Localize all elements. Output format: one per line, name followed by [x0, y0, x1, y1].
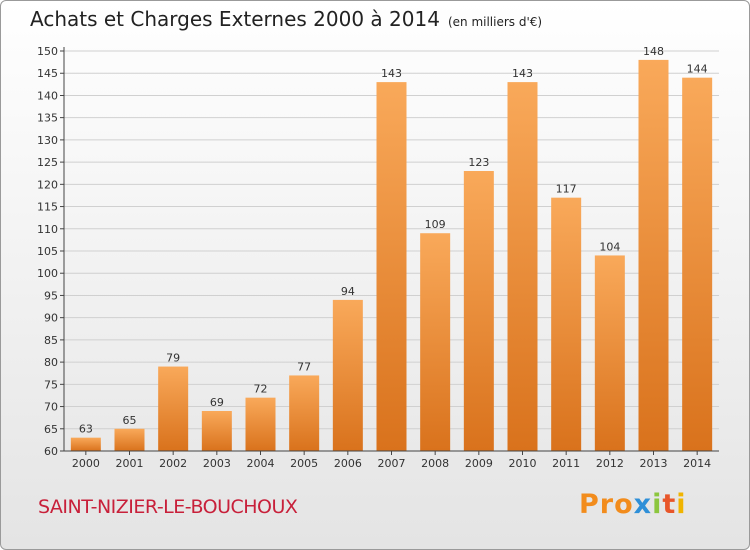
x-tick-label: 2004 — [247, 457, 275, 470]
x-tick-label: 2000 — [72, 457, 100, 470]
x-tick-label: 2003 — [203, 457, 231, 470]
x-tick-label: 2012 — [596, 457, 624, 470]
y-tick-label: 115 — [37, 201, 58, 214]
bar-value-label: 109 — [425, 218, 446, 231]
y-tick-label: 105 — [37, 245, 58, 258]
y-tick-label: 70 — [44, 401, 58, 414]
x-tick-label: 2008 — [421, 457, 449, 470]
bar-value-label: 79 — [166, 352, 180, 365]
y-tick-label: 65 — [44, 423, 58, 436]
bar-value-label: 72 — [254, 383, 268, 396]
bar-2003 — [201, 411, 232, 451]
y-tick-label: 100 — [37, 267, 58, 280]
bar-2008 — [420, 233, 451, 451]
bar-2012 — [594, 255, 625, 451]
y-tick-label: 110 — [37, 223, 58, 236]
bars-layer: 63 65 79 69 72 77 94 143 109 123 143 117 104 148 144 — [70, 45, 713, 452]
bar-2011 — [551, 197, 582, 451]
bar-value-label: 63 — [79, 423, 93, 436]
bar-value-label: 65 — [123, 414, 137, 427]
chart-unit-note: (en milliers d'€) — [447, 15, 543, 29]
axis-layer: 60 65 70 75 80 85 90 95 100 105 110 115 120 125 130 135… — [37, 45, 719, 470]
bar-2007 — [376, 82, 407, 451]
bar-2010 — [507, 82, 538, 451]
bar-2009 — [463, 171, 494, 451]
bar-2006 — [332, 299, 363, 451]
x-tick-label: 2013 — [640, 457, 668, 470]
x-tick-label: 2002 — [159, 457, 187, 470]
bar-2013 — [638, 59, 669, 452]
chart-title: Achats et Charges Externes 2000 à 2014 (e… — [30, 7, 542, 31]
y-tick-label: 130 — [37, 134, 58, 147]
commune-name: SAINT-NIZIER-LE-BOUCHOUX — [38, 496, 298, 518]
x-tick-label: 2009 — [465, 457, 493, 470]
y-tick-label: 135 — [37, 112, 58, 125]
x-tick-label: 2014 — [683, 457, 711, 470]
x-tick-label: 2011 — [552, 457, 580, 470]
proxiti-logo: Proxiti — [579, 489, 687, 520]
bar-value-label: 104 — [599, 240, 620, 253]
bar-value-label: 94 — [341, 285, 355, 298]
y-tick-label: 60 — [44, 445, 58, 458]
y-tick-label: 140 — [37, 89, 58, 102]
chart-title-main: Achats et Charges Externes 2000 à 2014 — [30, 7, 440, 31]
x-tick-label: 2007 — [378, 457, 406, 470]
y-tick-label: 75 — [44, 378, 58, 391]
bar-2014 — [682, 77, 713, 452]
bar-value-label: 143 — [512, 67, 533, 80]
bar-2004 — [245, 397, 276, 451]
y-tick-label: 80 — [44, 356, 58, 369]
x-tick-label: 2006 — [334, 457, 362, 470]
y-tick-label: 150 — [37, 45, 58, 58]
y-tick-label: 90 — [44, 312, 58, 325]
x-tick-label: 2005 — [290, 457, 318, 470]
y-tick-label: 120 — [37, 178, 58, 191]
bar-value-label: 117 — [556, 183, 577, 196]
bar-value-label: 123 — [468, 156, 489, 169]
bar-value-label: 144 — [687, 63, 708, 76]
bar-value-label: 143 — [381, 67, 402, 80]
y-tick-label: 145 — [37, 67, 58, 80]
bar-value-label: 69 — [210, 396, 224, 409]
bar-value-label: 148 — [643, 45, 664, 58]
bar-2001 — [114, 428, 145, 451]
x-tick-label: 2010 — [509, 457, 537, 470]
y-tick-label: 125 — [37, 156, 58, 169]
bar-value-label: 77 — [297, 360, 311, 373]
y-tick-label: 85 — [44, 334, 58, 347]
bar-2002 — [158, 366, 189, 451]
y-tick-label: 95 — [44, 289, 58, 302]
x-tick-label: 2001 — [116, 457, 144, 470]
bar-2000 — [70, 437, 101, 451]
bar-2005 — [289, 375, 320, 451]
